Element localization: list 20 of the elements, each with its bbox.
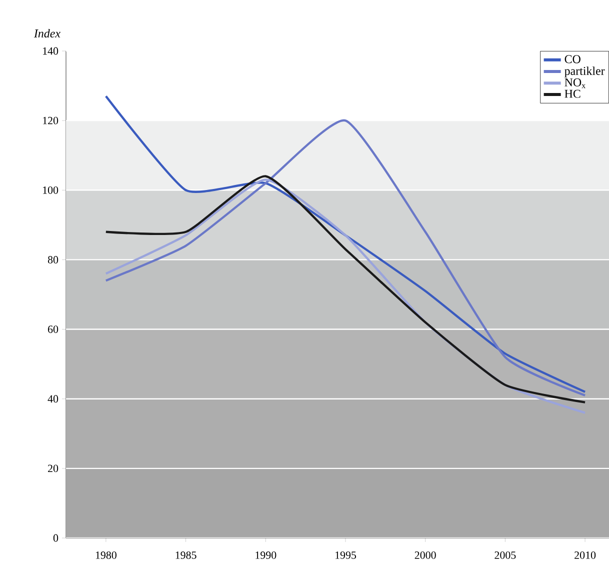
legend-label: partikler: [564, 66, 605, 78]
x-tick-label: 2005: [494, 551, 516, 559]
y-tick-label: 40: [48, 395, 58, 403]
y-tick-label: 0: [53, 534, 58, 542]
x-tick-label: 1980: [96, 551, 116, 559]
y-axis-title: Index: [34, 29, 60, 38]
legend-label: HC: [564, 90, 580, 98]
y-tick-label: 120: [43, 116, 58, 124]
y-tick-label: 80: [48, 256, 58, 264]
x-tick-label: 2000: [414, 551, 436, 559]
x-tick-label: 1990: [256, 551, 276, 559]
x-tick-label: 1995: [335, 551, 356, 559]
y-tick-label: 20: [48, 464, 58, 472]
y-tick-label: 60: [48, 326, 58, 333]
legend-label: NO$_{x}$: [564, 78, 586, 88]
legend-label: CO: [564, 55, 580, 64]
y-tick-label: 140: [43, 47, 58, 55]
y-tick-label: 100: [43, 186, 58, 194]
x-tick-label: 1985: [176, 551, 196, 559]
x-tick-label: 2010: [574, 551, 596, 559]
